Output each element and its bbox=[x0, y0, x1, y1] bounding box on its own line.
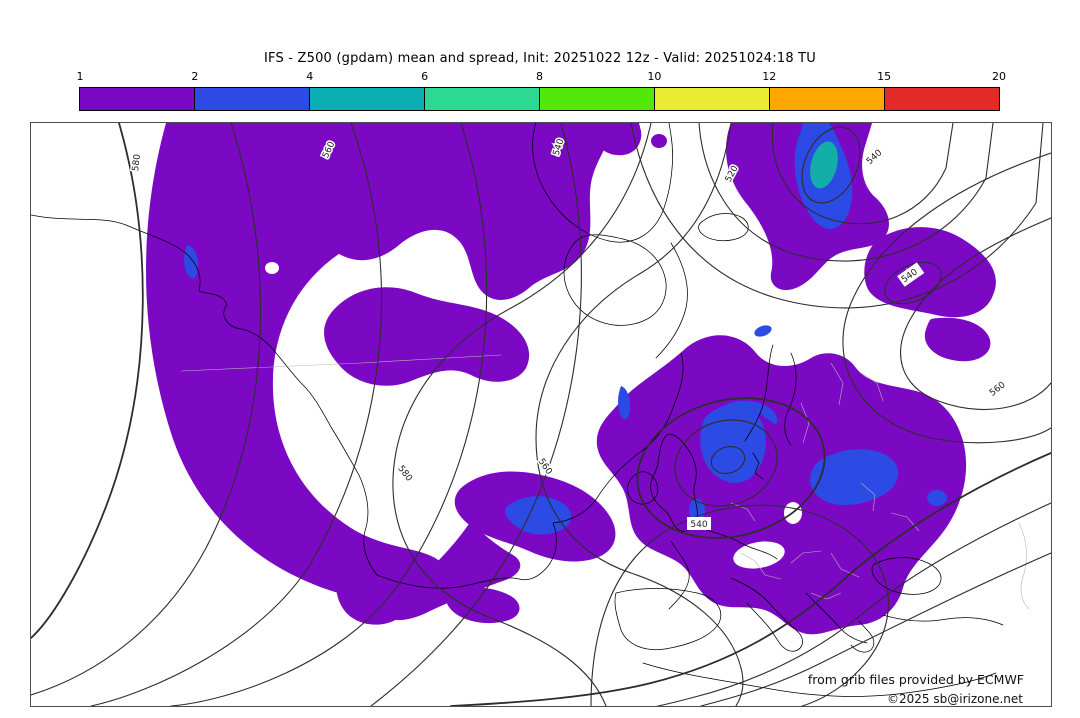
page-title: IFS - Z500 (gpdam) mean and spread, Init… bbox=[264, 51, 816, 66]
region-path bbox=[184, 245, 199, 279]
region-path bbox=[446, 587, 520, 624]
coastline bbox=[31, 214, 378, 576]
coastline bbox=[642, 662, 997, 697]
coastline bbox=[752, 352, 797, 480]
contour-label: 580 bbox=[131, 153, 143, 172]
contour bbox=[392, 123, 652, 706]
tick-label: 10 bbox=[647, 70, 662, 83]
borders bbox=[180, 354, 1030, 610]
colorbar-segment bbox=[885, 88, 999, 110]
contour-label: 540 bbox=[690, 520, 707, 530]
tick-label: 2 bbox=[191, 70, 199, 83]
contour-lines bbox=[31, 123, 1051, 706]
border-line bbox=[180, 354, 502, 372]
region-path bbox=[336, 561, 412, 625]
contour bbox=[31, 123, 144, 639]
contour bbox=[900, 217, 1051, 410]
colorbar-segment bbox=[540, 88, 655, 110]
tick-label: 8 bbox=[536, 70, 543, 83]
colorbar-tick-labels: 1 2 4 6 8 10 12 15 20 bbox=[76, 70, 1007, 84]
tick-label: 4 bbox=[306, 70, 314, 83]
contour bbox=[771, 123, 954, 225]
spread-region-4-6 bbox=[810, 141, 838, 189]
region-hole bbox=[733, 541, 785, 569]
tick-label: 20 bbox=[992, 70, 1006, 83]
colorbar-segment bbox=[195, 88, 310, 110]
region-path bbox=[864, 227, 996, 318]
region-path bbox=[927, 490, 947, 506]
border-line bbox=[800, 362, 884, 444]
region-path bbox=[596, 335, 967, 635]
region-path bbox=[386, 521, 521, 621]
region-path bbox=[505, 496, 572, 535]
attribution: from grib files provided by ECMWF ©2025 … bbox=[808, 672, 1024, 706]
coastline bbox=[730, 577, 803, 652]
border-line bbox=[1018, 522, 1030, 610]
coastline bbox=[614, 588, 721, 651]
colorbar-segment bbox=[770, 88, 885, 110]
spread-region-1-2 bbox=[146, 123, 996, 635]
region-path bbox=[651, 134, 667, 148]
contour bbox=[370, 123, 582, 706]
contour bbox=[636, 397, 826, 539]
contour bbox=[630, 123, 1044, 309]
region-path bbox=[810, 449, 899, 506]
tick-label: 6 bbox=[421, 70, 429, 83]
contour bbox=[710, 446, 746, 474]
contour bbox=[700, 552, 1051, 706]
contour bbox=[535, 123, 744, 706]
coastline bbox=[698, 213, 749, 242]
contour bbox=[170, 123, 488, 706]
contour bbox=[450, 452, 1051, 706]
attribution-line2: ©2025 sb@irizone.net bbox=[887, 692, 1023, 706]
contour bbox=[698, 123, 994, 262]
contour bbox=[656, 502, 1051, 706]
region-hole bbox=[265, 262, 279, 274]
region-path bbox=[146, 123, 451, 606]
colorbar-segment bbox=[80, 88, 195, 110]
region-path bbox=[618, 386, 631, 420]
contour-label-box bbox=[862, 142, 889, 169]
contour-label-box bbox=[897, 262, 925, 287]
contour bbox=[884, 261, 942, 305]
colorbar-segment bbox=[655, 88, 770, 110]
coastline bbox=[655, 242, 688, 359]
contour bbox=[674, 419, 778, 507]
contour bbox=[90, 123, 383, 706]
attribution-line1: from grib files provided by ECMWF bbox=[808, 672, 1024, 687]
contour bbox=[842, 152, 1051, 444]
contour bbox=[31, 123, 261, 696]
coastline bbox=[563, 234, 667, 326]
coastline bbox=[871, 557, 942, 595]
contour-label: 580 bbox=[395, 464, 414, 484]
region-path bbox=[810, 141, 838, 189]
colorbar-segment bbox=[425, 88, 540, 110]
tick-label: 12 bbox=[762, 70, 777, 83]
weather-map-canvas: 580 560 540 520 540 540 580 560 540 560 … bbox=[31, 123, 1051, 706]
colorbar-segment bbox=[310, 88, 425, 110]
coastline bbox=[627, 471, 659, 505]
coastline bbox=[668, 526, 778, 610]
coastline bbox=[532, 123, 673, 243]
tick-label: 1 bbox=[76, 70, 84, 83]
spread-colorbar bbox=[79, 87, 1000, 111]
contour-label-box bbox=[687, 517, 711, 530]
map-frame: 580 560 540 520 540 540 580 560 540 560 … bbox=[30, 122, 1052, 707]
coastline bbox=[744, 344, 774, 442]
region-path bbox=[324, 287, 530, 386]
region-path bbox=[924, 317, 991, 362]
region-path bbox=[232, 265, 240, 273]
coastline bbox=[882, 614, 1004, 626]
contour-label: 560 bbox=[988, 380, 1008, 399]
border-line bbox=[740, 550, 860, 600]
tick-label: 15 bbox=[877, 70, 892, 83]
contour bbox=[590, 504, 889, 706]
contour bbox=[801, 126, 861, 204]
region-path bbox=[754, 325, 772, 337]
region-path bbox=[594, 123, 642, 156]
